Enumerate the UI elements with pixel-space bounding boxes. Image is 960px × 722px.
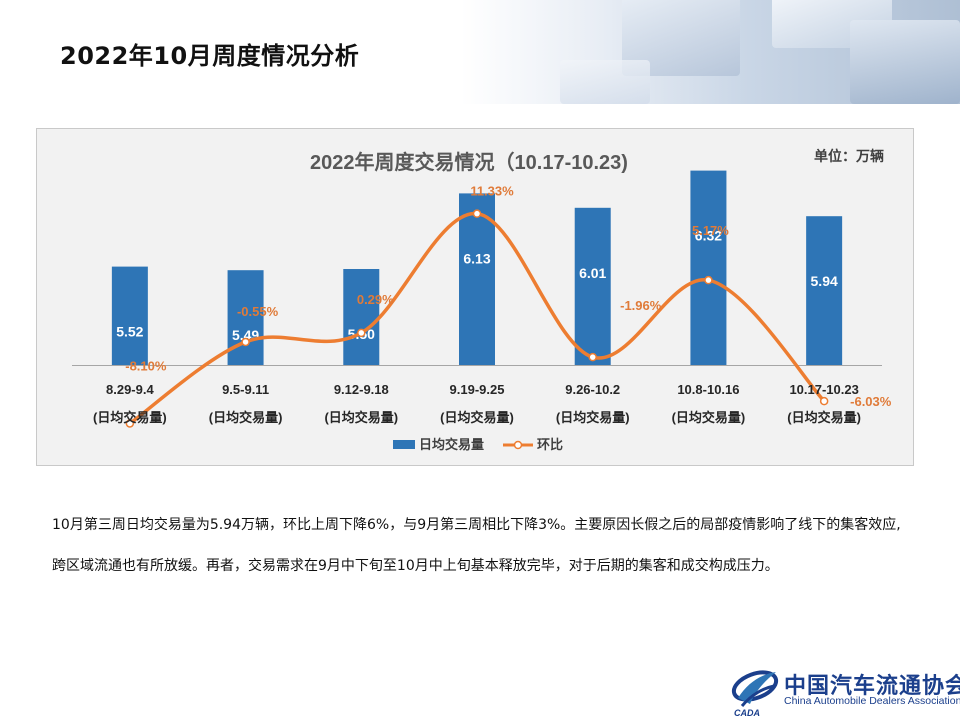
bar-10.8-10.16 [690, 170, 727, 365]
x-tick-label: 9.5-9.11 [222, 382, 269, 397]
x-tick-sublabel: (日均交易量) [440, 410, 514, 425]
logo-chinese-name: 中国汽车流通协会 [784, 673, 960, 699]
chart-panel: 2022年周度交易情况（10.17-10.23)单位：万辆5.525.495.5… [36, 128, 914, 466]
line-value-label: -0.55% [237, 304, 279, 319]
bar-9.19-9.25 [459, 193, 495, 365]
line-value-label: -8.10% [125, 358, 167, 373]
bar-value-label: 6.01 [579, 265, 606, 281]
page-title: 2022年10月周度情况分析 [60, 42, 360, 70]
bar-value-label: 6.32 [695, 228, 722, 244]
bar-value-label: 6.13 [463, 250, 490, 266]
analysis-text: 10月第三周日均交易量为5.94万辆，环比上周下降6%，与9月第三周相比下降3%… [52, 517, 901, 574]
line-point-9.12-9.18 [357, 328, 366, 338]
legend-swatch-bar [393, 440, 415, 449]
bar-8.29-9.4 [111, 266, 148, 365]
x-tick-sublabel: (日均交易量) [209, 410, 283, 425]
bar-10.17-10.23 [806, 216, 843, 365]
x-tick-label: 9.26-10.2 [565, 382, 620, 397]
chart-title: 2022年周度交易情况（10.17-10.23) [310, 150, 628, 174]
line-value-label: -6.03% [850, 394, 892, 409]
header-banner: 2022年10月周度情况分析 [0, 0, 960, 104]
chart-unit-label: 单位：万辆 [814, 148, 884, 164]
x-tick-label: 10.8-10.16 [677, 382, 739, 397]
bar-value-label: 5.94 [811, 273, 838, 289]
line-value-label: 5.17% [692, 223, 729, 238]
line-value-label: 11.33% [470, 184, 514, 199]
legend-label-bar: 日均交易量 [419, 437, 484, 452]
x-tick-label: 10.17-10.23 [789, 382, 858, 397]
line-point-10.8-10.16 [704, 275, 713, 285]
logo-mark-text: CADA [734, 708, 760, 718]
legend-label-line: 环比 [537, 437, 563, 452]
cada-logo: CADA 中国汽车流通协会 China Automobile Dealers A… [728, 664, 960, 720]
x-tick-label: 8.29-9.4 [106, 382, 154, 397]
decorative-cube [560, 60, 650, 104]
line-point-9.26-10.2 [588, 352, 597, 362]
line-value-label: 0.29% [357, 292, 394, 307]
line-value-label: -1.96% [620, 298, 662, 313]
legend-swatch-marker [513, 440, 523, 450]
bar-9.12-9.18 [343, 269, 380, 365]
x-tick-label: 9.19-9.25 [450, 382, 505, 397]
bar-9.26-10.2 [574, 207, 611, 365]
x-tick-label: 9.12-9.18 [334, 382, 389, 397]
combo-chart: 2022年周度交易情况（10.17-10.23)单位：万辆5.525.495.5… [72, 148, 892, 452]
line-point-9.5-9.11 [241, 337, 250, 347]
line-point-9.19-9.25 [472, 209, 482, 218]
x-tick-sublabel: (日均交易量) [787, 410, 861, 425]
logo-english-name: China Automobile Dealers Association [784, 695, 960, 707]
bar-value-label: 5.52 [116, 324, 143, 340]
x-tick-sublabel: (日均交易量) [324, 410, 398, 425]
cada-logo-icon: CADA [731, 670, 779, 718]
decorative-cube [850, 20, 960, 104]
x-tick-sublabel: (日均交易量) [556, 410, 630, 425]
line-point-10.17-10.23 [819, 396, 829, 406]
x-tick-sublabel: (日均交易量) [672, 410, 746, 425]
line-point-8.29-9.4 [125, 419, 135, 428]
x-tick-sublabel: (日均交易量) [93, 410, 167, 425]
